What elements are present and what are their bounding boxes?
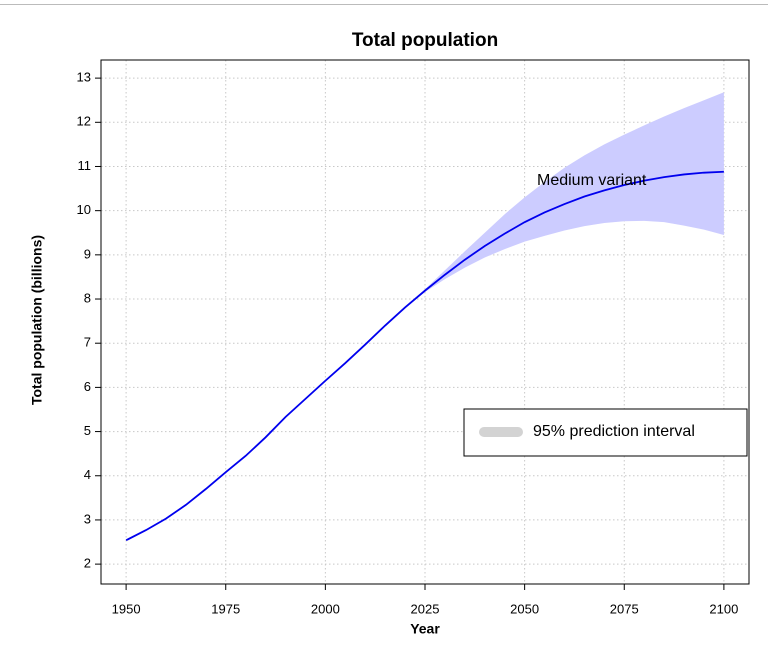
- y-tick-label: 7: [84, 335, 91, 350]
- y-tick-label: 6: [84, 379, 91, 394]
- y-tick-label: 4: [84, 467, 91, 482]
- series-line: [125, 170, 724, 542]
- y-tick-label: 2: [84, 556, 91, 571]
- x-tick-label: 2075: [610, 601, 639, 616]
- x-tick-label: 2050: [510, 601, 539, 616]
- y-tick-label: 5: [84, 423, 91, 438]
- x-tick-label: 2000: [311, 601, 340, 616]
- y-tick-label: 12: [77, 114, 91, 129]
- x-tick-label: 1975: [211, 601, 240, 616]
- x-tick-label: 2025: [411, 601, 440, 616]
- chart-title: Total population: [352, 30, 498, 51]
- prediction-band: [405, 92, 724, 308]
- y-tick-label: 3: [84, 511, 91, 526]
- x-tick-label: 1950: [112, 601, 141, 616]
- x-tick-label: 2100: [709, 601, 738, 616]
- series-annotation: Medium variant: [537, 172, 647, 189]
- y-tick-label: 8: [84, 290, 91, 305]
- x-axis-label: Year: [410, 621, 440, 637]
- y-tick-label: 11: [78, 158, 92, 173]
- y-axis-label: Total population (billions): [29, 235, 45, 405]
- legend-label: 95% prediction interval: [533, 423, 695, 440]
- y-tick-label: 13: [77, 70, 91, 85]
- y-tick-label: 10: [77, 202, 91, 217]
- plot-frame: [100, 59, 750, 585]
- y-tick-label: 9: [84, 246, 91, 261]
